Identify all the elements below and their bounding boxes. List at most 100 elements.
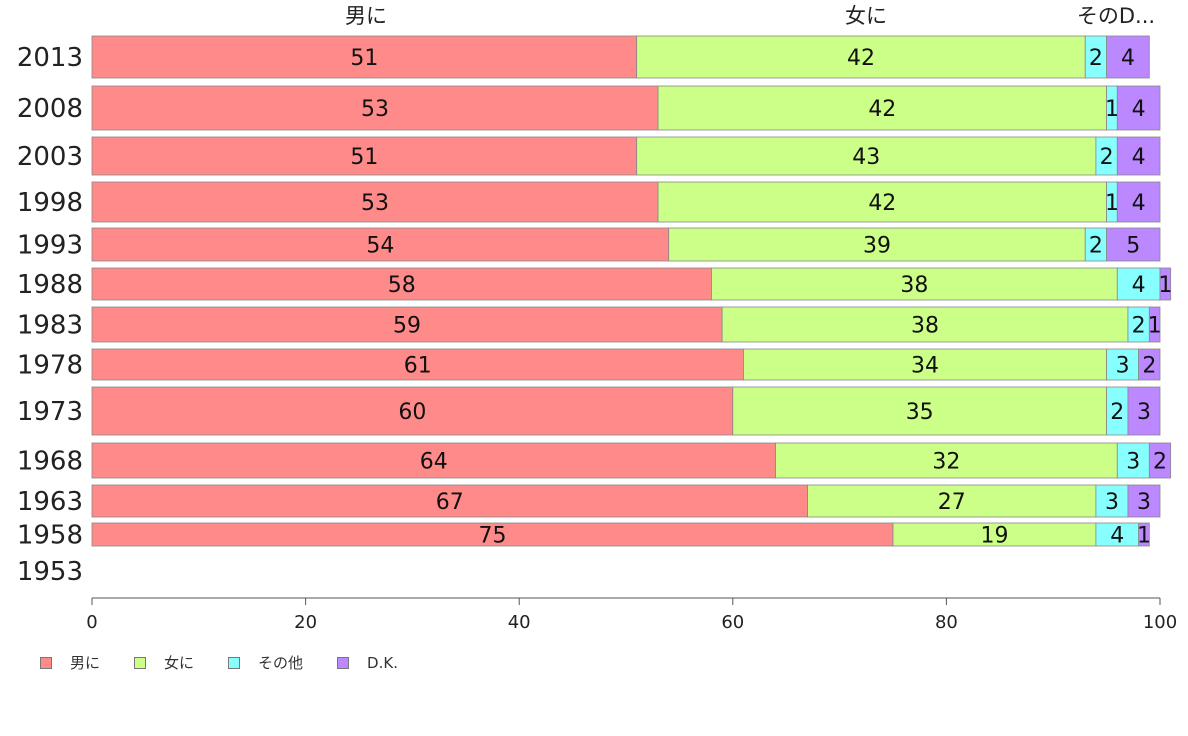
bar-value-label: 75	[479, 524, 507, 549]
bar-value-label: 32	[932, 450, 960, 475]
bar-segment	[1127, 484, 1161, 518]
bar-segment	[1106, 348, 1140, 381]
bar-segment	[668, 227, 1086, 262]
bar-segment	[636, 136, 1097, 176]
bar-value-label: 1	[1137, 524, 1151, 549]
bar-segment	[91, 35, 638, 79]
bar-segment	[1148, 442, 1172, 479]
bar-value-label: 5	[1126, 234, 1140, 259]
bar-value-label: 59	[393, 314, 421, 339]
bar-segment	[91, 267, 712, 301]
legend: 男に 女に その他 D.K.	[40, 652, 432, 673]
bar-segment	[1116, 181, 1161, 223]
bar-value-label: 1	[1105, 191, 1119, 216]
year-label: 1963	[17, 487, 83, 517]
legend-label-dk: D.K.	[367, 653, 398, 672]
bar-value-label: 42	[868, 191, 896, 216]
bar-value-label: 2	[1089, 234, 1103, 259]
year-label: 1973	[17, 397, 83, 427]
bar-value-label: 53	[361, 191, 389, 216]
bar-value-label: 2	[1132, 314, 1146, 339]
bar-segment	[657, 85, 1107, 131]
bar-value-label: 4	[1132, 191, 1146, 216]
bar-segment	[1116, 85, 1161, 131]
bar-segment	[91, 484, 808, 518]
legend-swatch-dk	[337, 656, 350, 669]
legend-swatch-male	[40, 656, 52, 669]
bar-segment	[711, 267, 1118, 301]
bar-value-label: 1	[1105, 97, 1119, 122]
bar-value-label: 54	[366, 234, 394, 259]
bar-value-label: 3	[1116, 354, 1130, 379]
bar-value-label: 19	[980, 524, 1008, 549]
bar-value-label: 61	[404, 354, 432, 379]
bar-value-label: 3	[1137, 400, 1151, 425]
bar-value-label: 38	[911, 314, 939, 339]
year-label: 2008	[17, 94, 83, 124]
legend-item-female: 女に	[134, 652, 194, 673]
bar-value-label: 4	[1110, 524, 1124, 549]
bar-value-label: 43	[852, 145, 880, 170]
top-series-label: そのD...	[1077, 4, 1155, 28]
bar-value-label: 27	[938, 490, 966, 515]
bar-segment	[1116, 267, 1161, 301]
top-series-label: 女に	[845, 4, 887, 28]
bar-value-label: 3	[1137, 490, 1151, 515]
year-label: 1958	[17, 521, 83, 551]
bar-value-label: 51	[350, 46, 378, 71]
bar-value-label: 1	[1148, 314, 1162, 339]
bar-segment	[743, 348, 1107, 381]
year-label: 1983	[17, 311, 83, 341]
bar-value-label: 1	[1158, 273, 1172, 298]
bar-value-label: 4	[1132, 145, 1146, 170]
year-label: 1998	[17, 188, 83, 218]
bar-segment	[1106, 227, 1161, 262]
legend-item-other: その他	[228, 652, 303, 673]
bar-segment	[91, 386, 734, 436]
bar-value-label: 34	[911, 354, 939, 379]
bar-value-label: 58	[388, 273, 416, 298]
bar-segment	[1138, 522, 1150, 547]
bar-value-label: 42	[868, 97, 896, 122]
bar-value-label: 60	[398, 400, 426, 425]
x-tick-label: 100	[1143, 612, 1177, 633]
bar-segment	[657, 181, 1107, 223]
bar-value-label: 4	[1121, 46, 1135, 71]
bar-segment	[91, 348, 744, 381]
bar-segment	[91, 136, 638, 176]
bar-value-label: 35	[906, 400, 934, 425]
year-label: 1993	[17, 231, 83, 261]
bar-segment	[807, 484, 1097, 518]
bar-value-label: 2	[1153, 450, 1167, 475]
bar-value-label: 38	[900, 273, 928, 298]
bar-value-label: 3	[1105, 490, 1119, 515]
bar-value-label: 51	[350, 145, 378, 170]
bar-value-label: 3	[1126, 450, 1140, 475]
bar-segment	[91, 181, 659, 223]
bar-value-label: 67	[436, 490, 464, 515]
bar-segment	[1116, 136, 1161, 176]
legend-item-male: 男に	[40, 652, 100, 673]
legend-item-dk: D.K.	[337, 654, 398, 672]
bar-segment	[1148, 306, 1161, 343]
bar-segment	[1106, 35, 1150, 79]
bar-value-label: 4	[1132, 97, 1146, 122]
x-tick-label: 80	[935, 612, 958, 633]
x-tick-label: 40	[508, 612, 531, 633]
bar-value-label: 39	[863, 234, 891, 259]
year-label: 2003	[17, 142, 83, 172]
legend-swatch-female	[134, 656, 147, 669]
year-label: 2013	[17, 43, 83, 73]
bar-value-label: 42	[847, 46, 875, 71]
year-label: 1988	[17, 270, 83, 300]
bar-value-label: 53	[361, 97, 389, 122]
bar-value-label: 4	[1132, 273, 1146, 298]
x-tick-label: 20	[294, 612, 317, 633]
top-series-label: 男に	[345, 4, 387, 28]
bar-segment	[1095, 484, 1129, 518]
bar-segment	[775, 442, 1118, 479]
year-label: 1968	[17, 447, 83, 477]
bar-value-label: 2	[1100, 145, 1114, 170]
bar-segment	[91, 306, 723, 343]
